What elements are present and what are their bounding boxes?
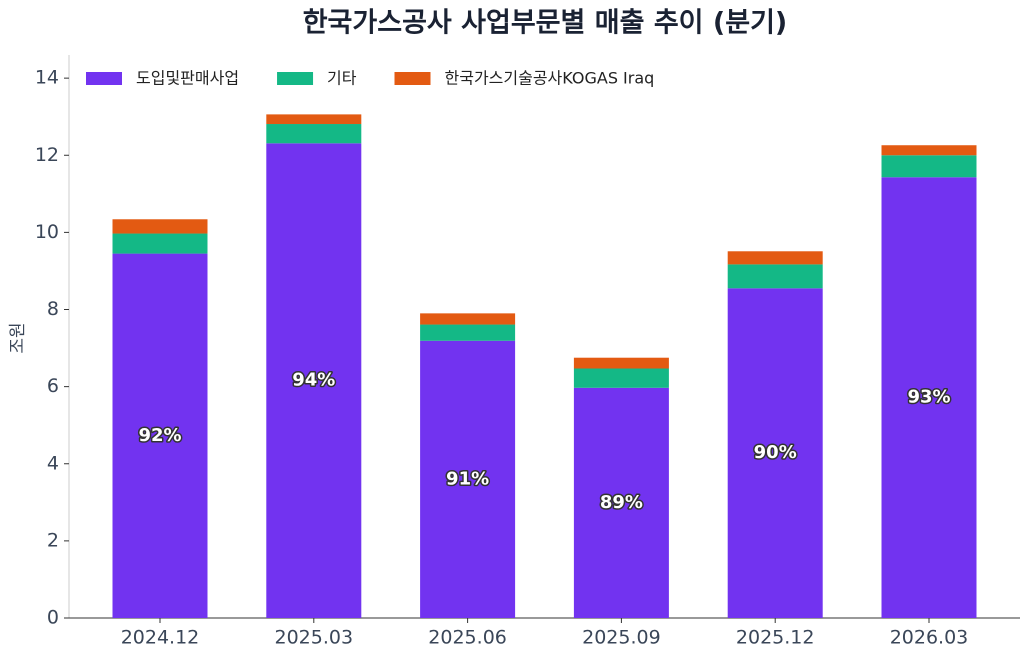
bar-segment [573,368,669,388]
bar-segment [881,145,977,156]
legend-swatch [277,72,314,85]
legend-label: 도입및판매사업 [136,69,239,88]
legend-label: 기타 [327,69,357,88]
legend-label: 한국가스기술공사KOGAS Iraq [445,69,655,88]
x-tick-label: 2024.12 [121,627,200,649]
bar-segment [881,155,977,178]
bar-segment [420,313,516,325]
bar-segment [727,264,823,289]
bar-segment [420,340,516,618]
y-tick-label: 8 [47,298,59,320]
share-label: 93% [907,387,950,408]
legend-swatch [86,72,122,85]
share-label: 90% [754,442,797,463]
y-tick-label: 4 [47,452,59,474]
bar-segment [573,357,669,369]
x-tick-label: 2025.03 [275,627,354,649]
y-tick-label: 10 [35,221,59,243]
y-tick-label: 14 [35,67,59,89]
x-tick-label: 2025.09 [582,627,661,649]
share-label: 91% [446,468,489,489]
legend-swatch [394,72,431,85]
x-tick-label: 2026.03 [890,627,969,649]
bar-segment [266,124,362,144]
x-tick-label: 2025.12 [736,627,815,649]
share-label: 94% [292,370,335,391]
bar-segment [573,387,669,618]
chart-title: 한국가스공사 사업부문별 매출 추이 (분기) [303,8,788,39]
bar-segment [112,233,208,254]
bar-segment [112,219,208,234]
bar-segment [881,177,977,618]
y-tick-label: 6 [47,375,59,397]
bar-segment [727,251,823,265]
bar-segment [266,143,362,619]
y-tick-label: 12 [35,144,59,166]
bar-segment [266,114,362,125]
y-tick-label: 0 [47,607,59,629]
share-label: 92% [138,425,181,446]
bar-segment [420,324,516,341]
bar-segment [727,288,823,618]
y-axis-label: 조원 [8,322,28,353]
share-label: 89% [600,492,643,513]
y-tick-label: 2 [47,529,59,551]
x-tick-label: 2025.06 [428,627,507,649]
bar-segment [112,253,208,618]
